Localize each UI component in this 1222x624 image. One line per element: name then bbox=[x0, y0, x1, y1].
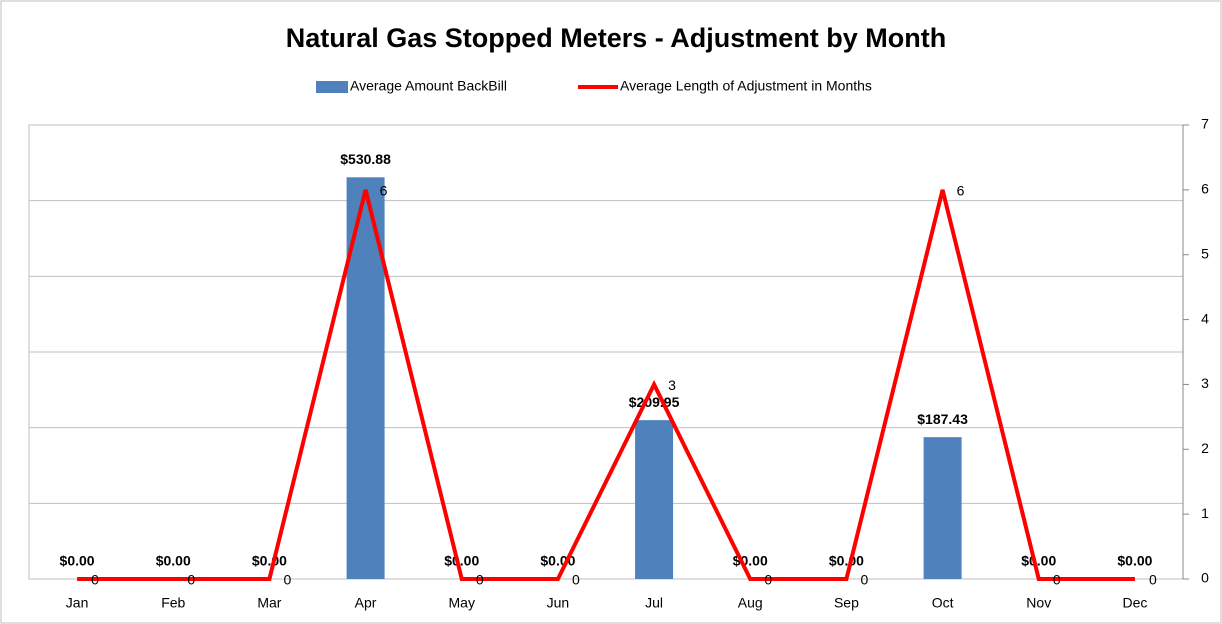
bar-value-label: $0.00 bbox=[1021, 553, 1056, 569]
x-tick-label: Apr bbox=[355, 595, 377, 611]
y2-tick-label: 3 bbox=[1201, 375, 1209, 391]
bar bbox=[635, 420, 674, 579]
x-tick-label: Mar bbox=[257, 595, 281, 611]
bar-value-label: $0.00 bbox=[444, 553, 479, 569]
line-value-label: 0 bbox=[91, 572, 99, 588]
line-value-label: 0 bbox=[572, 572, 580, 588]
x-tick-label: Jun bbox=[547, 595, 570, 611]
y2-tick-label: 0 bbox=[1201, 570, 1209, 586]
bar-value-label: $209.95 bbox=[629, 394, 680, 410]
line-value-label: 0 bbox=[187, 572, 195, 588]
legend-label: Average Amount BackBill bbox=[350, 78, 507, 94]
x-tick-label: Oct bbox=[932, 595, 954, 611]
line-value-label: 0 bbox=[1149, 572, 1157, 588]
bar-value-label: $530.88 bbox=[340, 151, 391, 167]
x-tick-label: Jul bbox=[645, 595, 663, 611]
line-value-label: 0 bbox=[764, 572, 772, 588]
legend-swatch bbox=[316, 81, 348, 93]
line-value-label: 3 bbox=[668, 377, 676, 393]
line-value-label: 6 bbox=[957, 183, 965, 199]
bar-value-label: $0.00 bbox=[1117, 553, 1152, 569]
y2-tick-label: 6 bbox=[1201, 181, 1209, 197]
x-tick-label: Feb bbox=[161, 595, 185, 611]
line-value-label: 0 bbox=[861, 572, 869, 588]
bar bbox=[923, 437, 962, 579]
line-value-label: 0 bbox=[284, 572, 292, 588]
legend-label: Average Length of Adjustment in Months bbox=[620, 78, 872, 94]
line-value-label: 0 bbox=[476, 572, 484, 588]
bar-value-label: $0.00 bbox=[60, 553, 95, 569]
line-value-label: 0 bbox=[1053, 572, 1061, 588]
x-tick-label: Jan bbox=[66, 595, 89, 611]
y2-tick-label: 7 bbox=[1201, 116, 1209, 132]
y2-tick-label: 1 bbox=[1201, 505, 1209, 521]
line-value-label: 6 bbox=[380, 183, 388, 199]
x-tick-label: Sep bbox=[834, 595, 859, 611]
x-tick-label: Nov bbox=[1026, 595, 1051, 611]
bar-value-label: $187.43 bbox=[917, 411, 968, 427]
x-tick-label: May bbox=[449, 595, 475, 611]
bar-value-label: $0.00 bbox=[156, 553, 191, 569]
y2-tick-label: 2 bbox=[1201, 440, 1209, 456]
x-tick-label: Aug bbox=[738, 595, 763, 611]
chart-title: Natural Gas Stopped Meters - Adjustment … bbox=[286, 23, 947, 53]
line bbox=[77, 189, 1135, 581]
y2-tick-label: 5 bbox=[1201, 245, 1209, 261]
x-tick-label: Dec bbox=[1122, 595, 1147, 611]
y2-tick-label: 4 bbox=[1201, 310, 1209, 326]
bar-value-label: $0.00 bbox=[829, 553, 864, 569]
bar-value-label: $0.00 bbox=[252, 553, 287, 569]
